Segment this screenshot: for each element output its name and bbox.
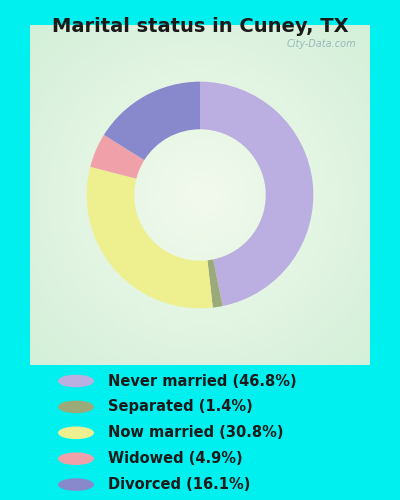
Text: Marital status in Cuney, TX: Marital status in Cuney, TX [52,18,348,36]
Circle shape [58,400,94,413]
Text: City-Data.com: City-Data.com [287,38,356,48]
Circle shape [58,478,94,491]
Circle shape [58,374,94,388]
Text: Never married (46.8%): Never married (46.8%) [108,374,297,388]
Circle shape [58,452,94,465]
Wedge shape [87,167,213,308]
Wedge shape [104,82,200,160]
Wedge shape [208,260,223,308]
Wedge shape [200,82,313,306]
Wedge shape [90,135,144,178]
Text: Divorced (16.1%): Divorced (16.1%) [108,477,250,492]
Text: Widowed (4.9%): Widowed (4.9%) [108,451,243,466]
Circle shape [58,426,94,439]
Text: Separated (1.4%): Separated (1.4%) [108,400,253,414]
Text: Now married (30.8%): Now married (30.8%) [108,426,284,440]
